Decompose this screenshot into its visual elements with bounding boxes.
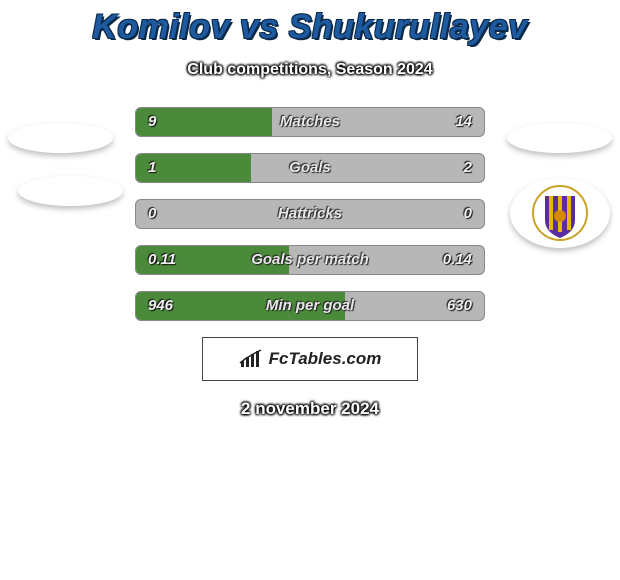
subtitle: Club competitions, Season 2024 [0, 61, 620, 79]
shield-icon [531, 184, 589, 242]
stat-value-right: 14 [455, 108, 472, 136]
stat-row: 1Goals2 [135, 153, 485, 183]
stat-row: 0Hattricks0 [135, 199, 485, 229]
bar-chart-icon [239, 349, 263, 369]
stat-label: Goals [136, 154, 484, 182]
team-logo-left-1 [8, 123, 113, 153]
date-label: 2 november 2024 [0, 399, 620, 419]
team-crest-right [510, 178, 610, 248]
stat-value-right: 0 [464, 200, 472, 228]
stat-label: Min per goal [136, 292, 484, 320]
stat-value-right: 2 [464, 154, 472, 182]
stat-row: 0.11Goals per match0.14 [135, 245, 485, 275]
stat-value-right: 0.14 [443, 246, 472, 274]
brand-box[interactable]: FcTables.com [202, 337, 418, 381]
stats-rows: 9Matches14 1Goals2 0Hattricks0 0.11Goals pe… [135, 107, 485, 321]
stat-label: Goals per match [136, 246, 484, 274]
stat-value-right: 630 [447, 292, 472, 320]
stat-label: Hattricks [136, 200, 484, 228]
stat-row: 946Min per goal630 [135, 291, 485, 321]
team-logo-left-2 [18, 176, 123, 206]
stat-row: 9Matches14 [135, 107, 485, 137]
team-logo-right-1 [507, 123, 612, 153]
brand-text: FcTables.com [269, 349, 382, 369]
comparison-card: Komilov vs Shukurullayev Club competitio… [0, 0, 620, 419]
stat-label: Matches [136, 108, 484, 136]
page-title: Komilov vs Shukurullayev [0, 8, 620, 47]
